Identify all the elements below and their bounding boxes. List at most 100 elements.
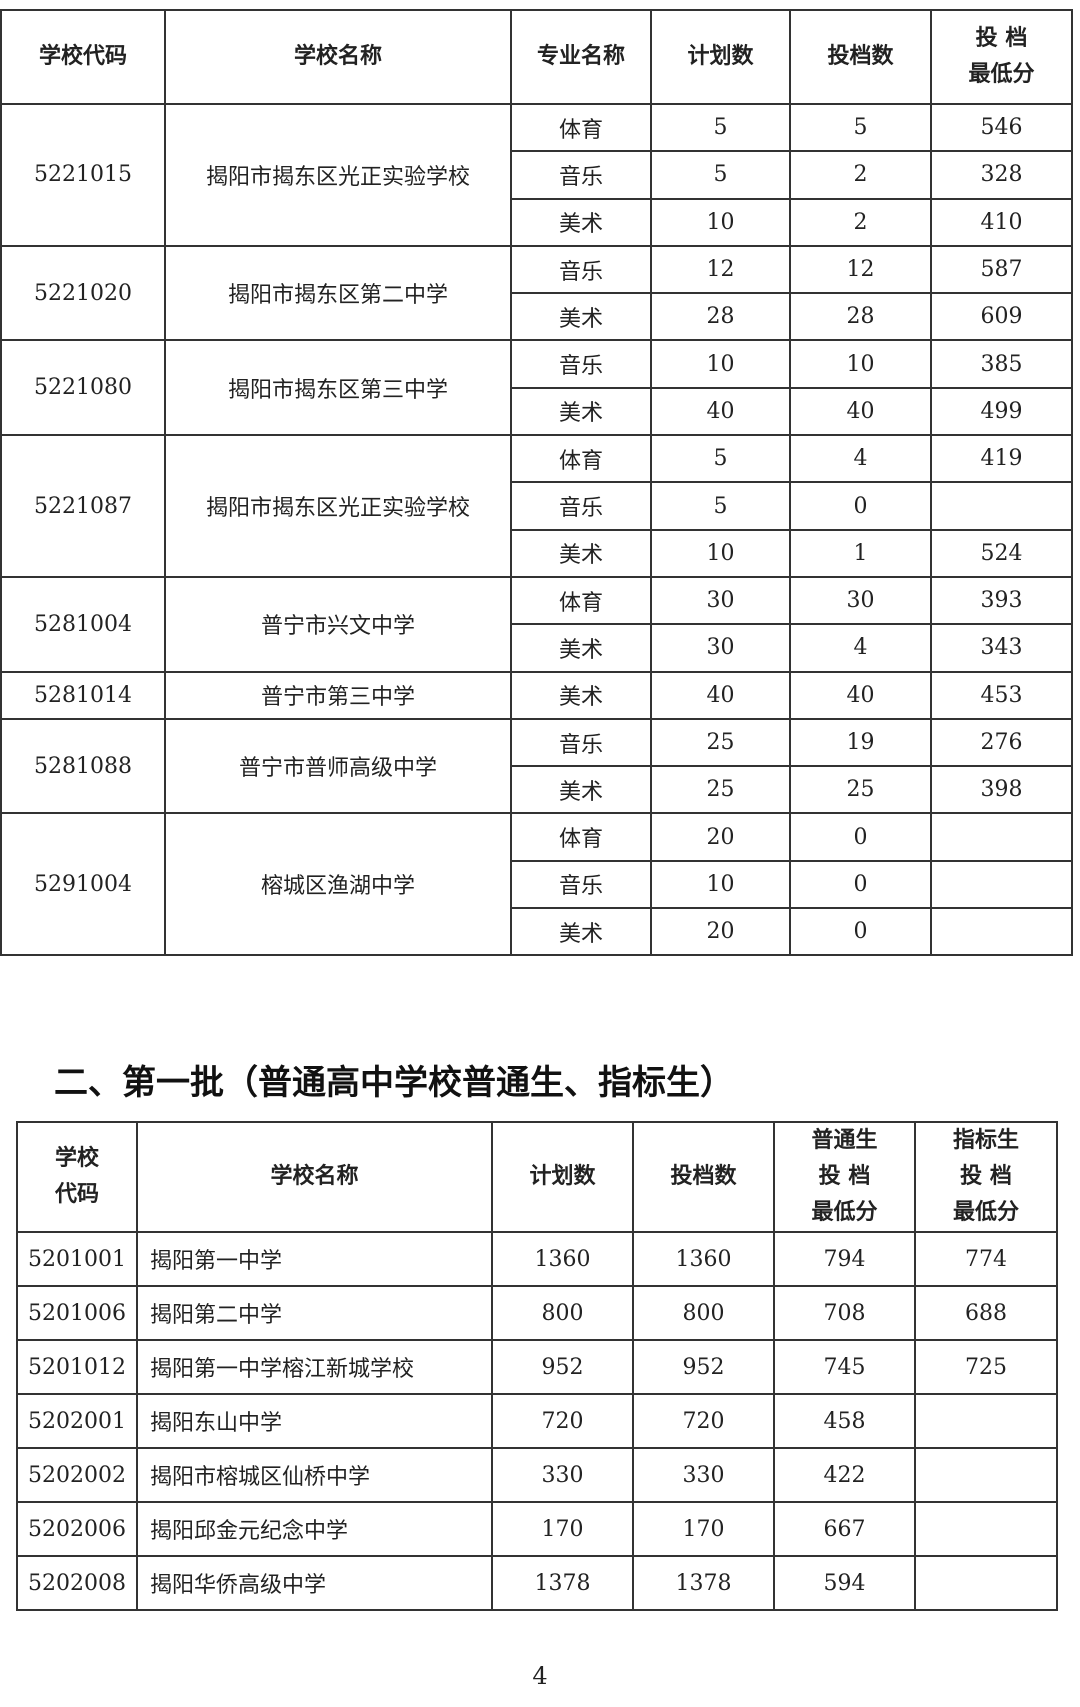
table-row: 5221015 揭阳市揭东区光正实验学校 体育 5 5 546 [0, 102, 1073, 247]
plan-cell: 5 [650, 481, 791, 531]
min-cell [930, 907, 1073, 957]
school-code: 5291004 [0, 812, 166, 957]
plan-cell: 40 [650, 670, 791, 720]
school-name: 普宁市第三中学 [164, 670, 512, 720]
admitted-cell: 10 [789, 339, 932, 389]
school-code: 5221020 [0, 244, 166, 342]
plan-cell: 20 [650, 812, 791, 862]
plan-cell: 10 [650, 859, 791, 910]
major-cell: 美术 [510, 670, 652, 720]
column-header: 学校 代码 [16, 1121, 138, 1233]
major-cell: 音乐 [510, 150, 652, 200]
major-cell: 体育 [510, 102, 652, 153]
admitted-cell: 1378 [632, 1555, 775, 1611]
min-cell: 393 [930, 575, 1073, 626]
plan-cell: 5 [650, 102, 791, 153]
school-code: 5202008 [16, 1555, 138, 1611]
major-cell: 美术 [510, 623, 652, 673]
table-row: 5221020 揭阳市揭东区第二中学 音乐 12 12 587 [0, 244, 1073, 342]
school-code: 5201012 [16, 1339, 138, 1395]
school-code: 5202002 [16, 1447, 138, 1503]
school-code: 5221080 [0, 339, 166, 437]
admitted-cell: 170 [632, 1501, 775, 1557]
plan-cell: 40 [650, 386, 791, 437]
admitted-cell: 1360 [632, 1231, 775, 1287]
plan-cell: 5 [650, 434, 791, 484]
admitted-cell: 330 [632, 1447, 775, 1503]
school-name: 揭阳邱金元纪念中学 [136, 1501, 493, 1557]
plan-cell: 25 [650, 717, 791, 768]
major-cell: 美术 [510, 907, 652, 957]
min-cell: 398 [930, 765, 1073, 815]
column-header: 学校名称 [164, 9, 512, 105]
column-header: 专业名称 [510, 9, 652, 105]
school-name: 揭阳华侨高级中学 [136, 1555, 493, 1611]
plan-cell: 12 [650, 244, 791, 295]
plan-cell: 25 [650, 765, 791, 815]
major-cell: 美术 [510, 292, 652, 342]
major-cell: 美术 [510, 528, 652, 578]
admitted-cell: 0 [789, 812, 932, 862]
column-header: 投 档 最低分 [930, 9, 1073, 105]
column-header: 指标生 投 档 最低分 [914, 1121, 1058, 1233]
plan-cell: 10 [650, 528, 791, 578]
admitted-cell: 1 [789, 528, 932, 578]
plan-cell: 1378 [491, 1555, 634, 1611]
min-cell: 410 [930, 197, 1073, 247]
min-cell: 499 [930, 386, 1073, 437]
admitted-cell: 720 [632, 1393, 775, 1449]
column-header: 学校名称 [136, 1121, 493, 1233]
major-cell: 音乐 [510, 339, 652, 389]
admitted-cell: 2 [789, 197, 932, 247]
min-cell: 524 [930, 528, 1073, 578]
school-code: 5201006 [16, 1285, 138, 1341]
school-name: 揭阳第一中学榕江新城学校 [136, 1339, 493, 1395]
table-row: 美术 28 28 609 [1, 292, 1073, 342]
admitted-cell: 0 [789, 859, 932, 910]
column-header: 学校代码 [0, 9, 166, 105]
school-name: 普宁市兴文中学 [164, 575, 512, 673]
regular-min-cell: 667 [773, 1501, 916, 1557]
table-row: 5221080 揭阳市揭东区第三中学 音乐 10 10 385 [0, 339, 1073, 437]
admitted-cell: 4 [789, 623, 932, 673]
min-cell [930, 812, 1073, 862]
table-row: 音乐 10 0 [1, 859, 1073, 910]
plan-cell: 330 [491, 1447, 634, 1503]
table-row: 5281088 普宁市普师高级中学 音乐 25 19 276 [0, 717, 1073, 815]
quota-min-cell [914, 1447, 1058, 1503]
school-name: 揭阳第二中学 [136, 1285, 493, 1341]
school-code: 5281004 [0, 575, 166, 673]
plan-cell: 30 [650, 623, 791, 673]
school-code: 5281014 [0, 670, 166, 720]
school-code: 5221087 [0, 434, 166, 578]
admitted-cell: 4 [789, 434, 932, 484]
school-name: 揭阳第一中学 [136, 1231, 493, 1287]
plan-cell: 10 [650, 339, 791, 389]
table-row: 美术 25 25 398 [1, 765, 1073, 815]
major-cell: 美术 [510, 386, 652, 437]
admitted-cell: 5 [789, 102, 932, 153]
column-header: 计划数 [650, 9, 791, 105]
min-cell: 419 [930, 434, 1073, 484]
quota-min-cell [914, 1393, 1058, 1449]
major-cell: 美术 [510, 765, 652, 815]
min-cell: 343 [930, 623, 1073, 673]
table-row: 5281014 普宁市第三中学 美术 40 40 453 [0, 670, 1073, 720]
quota-min-cell: 774 [914, 1231, 1058, 1287]
admitted-cell: 30 [789, 575, 932, 626]
min-cell: 385 [930, 339, 1073, 389]
plan-cell: 720 [491, 1393, 634, 1449]
plan-cell: 5 [650, 150, 791, 200]
min-cell: 546 [930, 102, 1073, 153]
plan-cell: 28 [650, 292, 791, 342]
plan-cell: 30 [650, 575, 791, 626]
admitted-cell: 40 [789, 670, 932, 720]
regular-min-cell: 594 [773, 1555, 916, 1611]
admitted-cell: 19 [789, 717, 932, 768]
admitted-cell: 800 [632, 1285, 775, 1341]
major-cell: 体育 [510, 812, 652, 862]
column-header: 投档数 [789, 9, 932, 105]
regular-min-cell: 794 [773, 1231, 916, 1287]
min-cell [930, 481, 1073, 531]
quota-min-cell: 688 [914, 1285, 1058, 1341]
